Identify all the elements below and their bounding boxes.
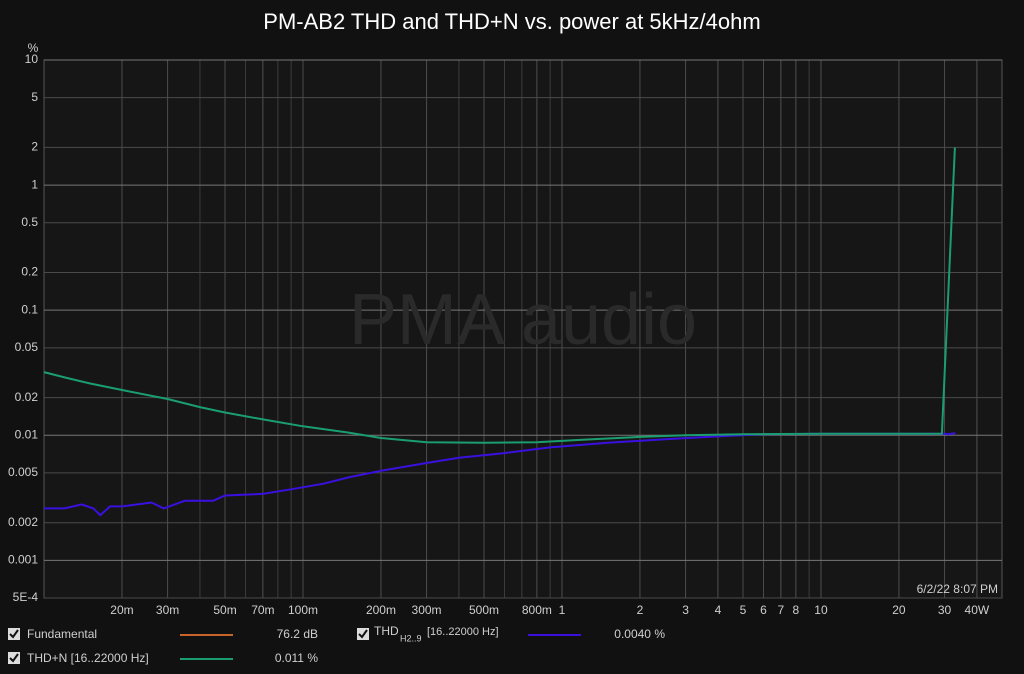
y-tick-label: 5E-4 — [13, 590, 39, 604]
legend-label: THD — [374, 624, 399, 638]
y-tick-label: 0.001 — [8, 553, 38, 567]
y-tick-label: 0.2 — [21, 265, 38, 279]
timestamp: 6/2/22 8:07 PM — [917, 582, 998, 596]
legend-readout: 0.011 % — [275, 651, 318, 665]
x-tick-label: 500m — [469, 603, 499, 617]
x-tick-label: 100m — [288, 603, 318, 617]
y-axis-label: % — [28, 41, 39, 55]
legend-label: THD+N [16..22000 Hz] — [27, 651, 149, 665]
checkbox[interactable] — [357, 628, 369, 640]
chart-title: PM-AB2 THD and THD+N vs. power at 5kHz/4… — [263, 9, 760, 34]
x-tick-label: 50m — [213, 603, 236, 617]
x-tick-label: 20 — [892, 603, 906, 617]
x-tick-label: 30m — [156, 603, 179, 617]
series-line — [43, 147, 956, 444]
legend-label-sub: H2..9 — [400, 633, 422, 643]
x-tick-label: 300m — [412, 603, 442, 617]
plot-area — [43, 59, 1003, 599]
legend-label: Fundamental — [27, 627, 97, 641]
checkbox[interactable] — [8, 652, 20, 664]
x-tick-label: 8 — [793, 603, 800, 617]
x-tick-label: 70m — [251, 603, 274, 617]
y-tick-label: 0.005 — [8, 465, 38, 479]
x-tick-label: 7 — [778, 603, 785, 617]
x-tick-label: 20m — [110, 603, 133, 617]
watermark: PMA audio — [349, 280, 697, 360]
y-tick-label: 0.1 — [21, 302, 38, 316]
y-tick-label: 2 — [31, 140, 38, 154]
x-tick-label: 10 — [814, 603, 828, 617]
x-tick-label: 6 — [760, 603, 767, 617]
x-tick-label: 800m — [522, 603, 552, 617]
x-tick-label: 40W — [965, 603, 990, 617]
x-tick-label: 3 — [682, 603, 689, 617]
y-tick-label: 0.01 — [15, 427, 39, 441]
legend-readout: 76.2 dB — [277, 627, 318, 641]
y-tick-label: 10 — [25, 52, 39, 66]
y-tick-label: 0.05 — [15, 340, 39, 354]
x-tick-label: 4 — [715, 603, 722, 617]
y-tick-label: 0.002 — [8, 515, 38, 529]
legend — [8, 628, 369, 664]
legend-label-band: [16..22000 Hz] — [427, 626, 499, 638]
checkbox[interactable] — [8, 628, 20, 640]
x-tick-label: 5 — [740, 603, 747, 617]
y-tick-label: 0.02 — [15, 390, 39, 404]
x-tick-label: 2 — [637, 603, 644, 617]
x-tick-label: 30 — [938, 603, 952, 617]
y-tick-label: 5 — [31, 90, 38, 104]
x-tick-label: 1 — [559, 603, 566, 617]
x-tick-label: 200m — [366, 603, 396, 617]
y-tick-label: 1 — [31, 177, 38, 191]
y-tick-label: 0.5 — [21, 215, 38, 229]
legend-readout: 0.0040 % — [614, 627, 665, 641]
